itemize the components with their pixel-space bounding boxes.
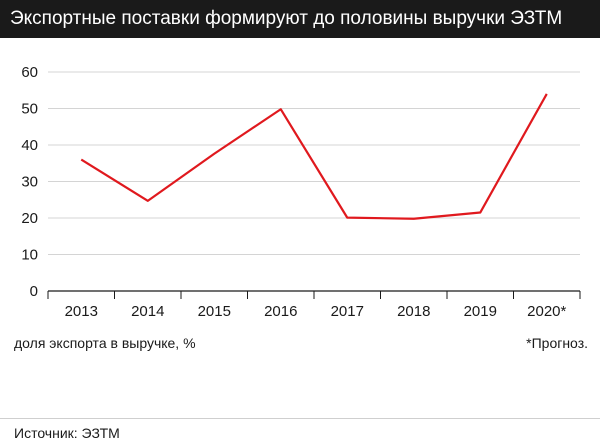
series-line bbox=[80, 93, 548, 220]
y-tick-label: 30 bbox=[21, 174, 38, 191]
source-note: Источник: ЭЗТМ bbox=[14, 425, 120, 441]
x-tick-label: 2018 bbox=[397, 303, 430, 320]
y-tick-label: 50 bbox=[21, 101, 38, 118]
y-tick-label: 20 bbox=[21, 210, 38, 227]
x-tick-label: 2019 bbox=[464, 303, 497, 320]
y-tick-label: 0 bbox=[30, 283, 38, 300]
forecast-footnote: *Прогноз. bbox=[526, 335, 588, 351]
export-share-line bbox=[80, 93, 548, 220]
chart-title: Экспортные поставки формируют до половин… bbox=[0, 0, 600, 38]
y-axis-label: доля экспорта в выручке, % bbox=[14, 335, 196, 351]
x-axis-ticks: 2013 2014 2015 2016 2017 2018 2019 2020* bbox=[47, 291, 581, 320]
y-tick-label: 10 bbox=[21, 247, 38, 264]
grid-lines bbox=[48, 71, 580, 292]
y-tick-label: 60 bbox=[21, 64, 38, 81]
x-tick-label: 2020* bbox=[527, 303, 566, 320]
y-axis-ticks: 0 10 20 30 40 50 60 bbox=[21, 64, 38, 300]
x-tick-label: 2017 bbox=[331, 303, 364, 320]
x-tick-label: 2013 bbox=[65, 303, 98, 320]
divider bbox=[0, 418, 600, 419]
x-tick-label: 2016 bbox=[264, 303, 297, 320]
x-tick-label: 2015 bbox=[198, 303, 231, 320]
x-tick-label: 2014 bbox=[131, 303, 164, 320]
y-tick-label: 40 bbox=[21, 137, 38, 154]
